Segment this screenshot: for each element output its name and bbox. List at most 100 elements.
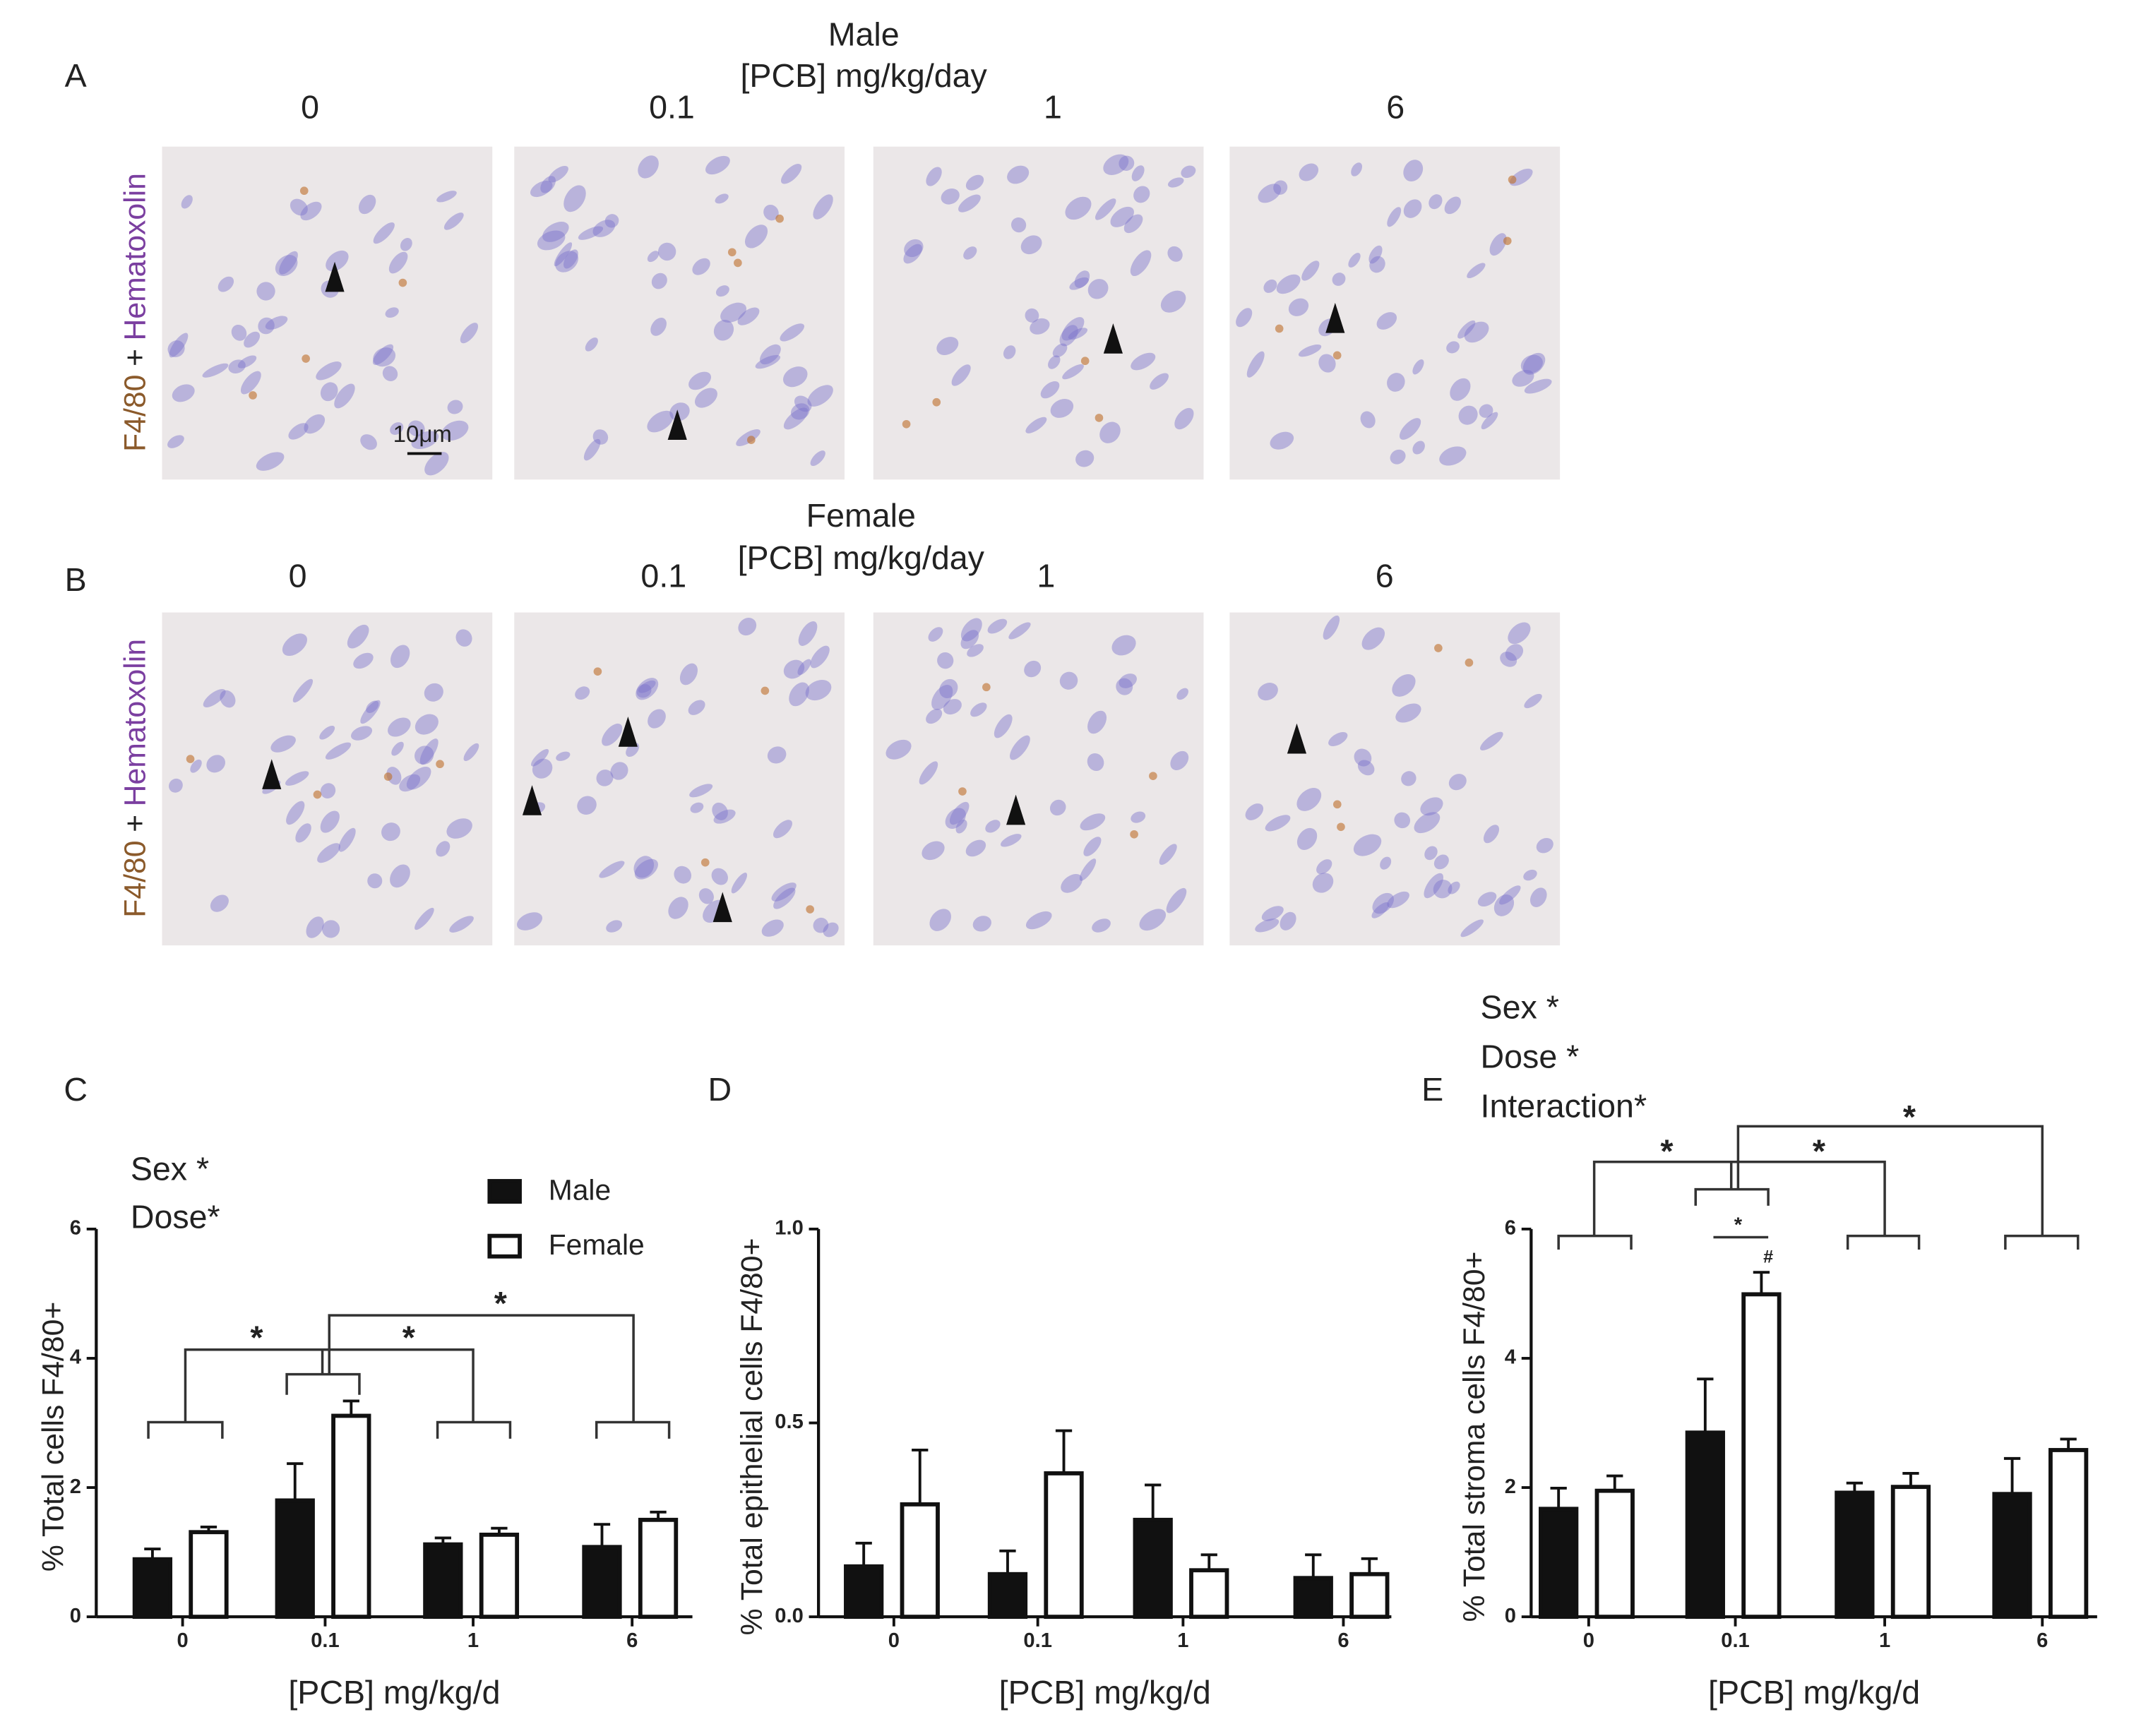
- nucleus: [1080, 813, 1106, 831]
- nucleus: [1265, 815, 1291, 832]
- nucleus: [1353, 834, 1382, 856]
- stain: [249, 391, 257, 400]
- nucleus: [773, 887, 796, 909]
- nucleus: [206, 755, 226, 773]
- nucleus: [965, 839, 986, 857]
- nucleus: [411, 431, 439, 450]
- y-axis-title: % Total cells F4/80+: [36, 1302, 70, 1572]
- nucleus: [1361, 627, 1385, 650]
- nucleus: [390, 422, 404, 435]
- dose-label: 0: [289, 557, 307, 594]
- stain: [932, 397, 941, 407]
- significance-bracket: [1736, 1125, 2044, 1236]
- nucleus: [583, 438, 601, 461]
- nucleus: [424, 683, 443, 702]
- stain: [734, 258, 742, 268]
- nucleus: [270, 735, 296, 753]
- nucleus: [1103, 154, 1129, 175]
- x-tick-label: 0.1: [311, 1629, 339, 1652]
- stain-label: F4/80 + Hematoxolin: [119, 173, 153, 452]
- nucleus: [1116, 678, 1133, 695]
- nucleus: [256, 452, 285, 471]
- nucleus: [1360, 411, 1376, 429]
- nucleus: [1439, 446, 1467, 466]
- nucleus: [391, 741, 404, 756]
- nucleus: [1003, 345, 1016, 359]
- nucleus: [320, 382, 338, 402]
- nucleus: [220, 690, 236, 708]
- stain: [593, 667, 602, 676]
- nucleus: [1167, 246, 1183, 262]
- y-axis-title: % Total epithelial cells F4/80+: [735, 1238, 769, 1636]
- nucleus: [951, 364, 971, 386]
- nucleus: [390, 645, 410, 669]
- nucleus: [1065, 196, 1092, 220]
- nucleus: [1263, 279, 1277, 293]
- nucleus: [1429, 194, 1443, 210]
- stat-annotation: Sex *: [131, 1151, 209, 1187]
- nucleus: [633, 856, 655, 878]
- significance-mark: *: [1660, 1132, 1674, 1169]
- nucleus: [1448, 881, 1460, 894]
- nucleus: [967, 644, 984, 657]
- nucleus: [1119, 155, 1135, 171]
- group-title: Male: [828, 16, 900, 53]
- nucleus: [789, 682, 809, 707]
- dose-label: 0: [301, 89, 319, 126]
- nucleus: [1399, 418, 1421, 440]
- micrograph: [1229, 612, 1561, 946]
- stain: [727, 248, 736, 257]
- nucleus: [1524, 378, 1552, 394]
- nucleus: [1512, 369, 1534, 387]
- bar: [1890, 1485, 1931, 1620]
- nucleus: [810, 645, 830, 669]
- nucleus: [602, 723, 623, 746]
- nucleus: [919, 761, 938, 785]
- nucleus: [759, 344, 781, 365]
- dose-label: 0.1: [640, 557, 686, 594]
- nucleus: [648, 709, 666, 729]
- nucleus: [317, 843, 341, 863]
- significance-bracket: [1846, 1234, 1921, 1250]
- nucleus: [1174, 407, 1194, 430]
- nucleus: [282, 633, 308, 657]
- nucleus: [1176, 688, 1188, 700]
- nucleus: [1348, 253, 1361, 268]
- x-tick-label: 1: [467, 1629, 479, 1652]
- nucleus: [972, 916, 991, 932]
- nucleus: [606, 920, 623, 933]
- nucleus: [554, 242, 573, 267]
- nucleus: [1457, 320, 1476, 339]
- x-axis-title: [PCB] mg/kg/d: [1708, 1674, 1920, 1711]
- nucleus: [1069, 277, 1089, 290]
- y-tick-label: 4: [70, 1346, 82, 1369]
- micrograph-bg: [873, 146, 1204, 480]
- arrowhead: [1325, 302, 1345, 333]
- nucleus: [373, 347, 396, 367]
- bar: [1189, 1568, 1229, 1620]
- nucleus: [928, 627, 943, 642]
- significance-bracket: [285, 1372, 361, 1395]
- bar: [132, 1557, 173, 1620]
- micrograph: [873, 146, 1204, 480]
- legend-swatch: [487, 1233, 522, 1259]
- significance-bracket: [436, 1420, 512, 1439]
- nucleus: [1059, 325, 1078, 347]
- nucleus: [372, 344, 394, 365]
- nucleus: [692, 258, 710, 275]
- nucleus: [1420, 797, 1443, 816]
- stain: [1332, 800, 1342, 809]
- bar: [331, 1413, 371, 1620]
- nucleus: [1414, 812, 1441, 834]
- nucleus: [275, 255, 298, 276]
- y-tick-label: 2: [1505, 1475, 1516, 1498]
- nucleus: [1061, 874, 1083, 893]
- significance-bracket: [1694, 1187, 1770, 1206]
- x-tick-label: 1: [1177, 1629, 1188, 1652]
- nucleus: [244, 331, 261, 348]
- nucleus: [987, 618, 1008, 634]
- nucleus: [761, 919, 784, 937]
- stat-annotation: Dose *: [1481, 1038, 1580, 1075]
- nucleus: [436, 841, 451, 857]
- nucleus: [555, 251, 578, 273]
